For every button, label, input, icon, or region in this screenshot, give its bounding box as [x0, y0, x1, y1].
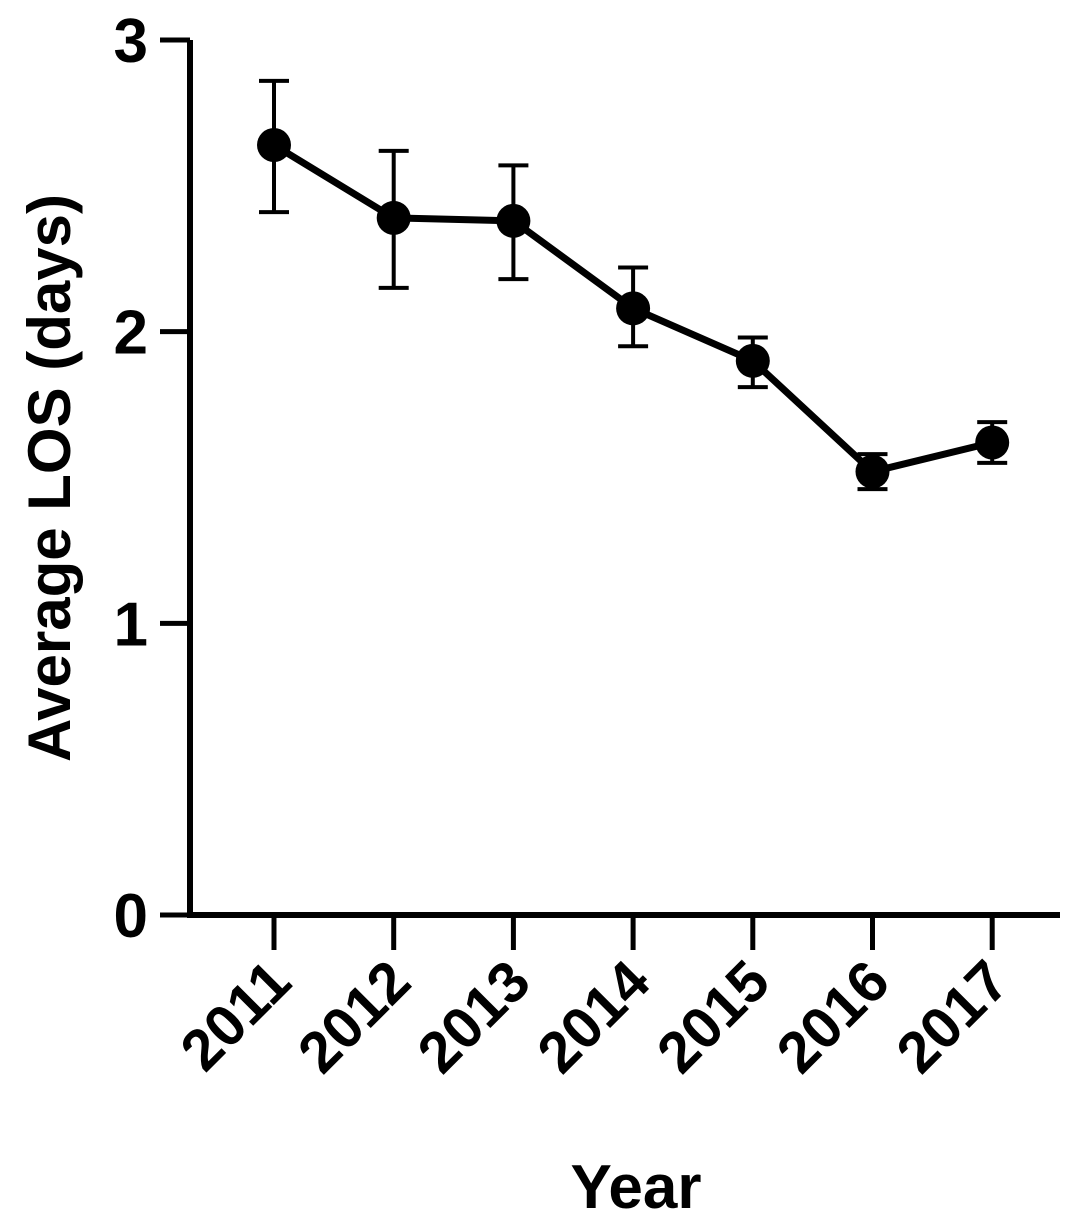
y-tick-label: 0	[114, 882, 148, 951]
chart-marks	[257, 78, 1010, 492]
data-point	[616, 291, 651, 326]
y-tick-label: 3	[114, 7, 148, 76]
y-tick-label: 1	[114, 590, 148, 659]
data-point	[735, 343, 770, 378]
data-point	[376, 200, 411, 235]
y-axis-ticks: 0 1 2 3	[114, 7, 190, 951]
x-axis-title: Year	[570, 1153, 701, 1222]
y-tick-label: 2	[114, 299, 148, 368]
data-point	[257, 128, 291, 162]
x-tick-label: 2015	[645, 948, 782, 1085]
x-tick-label: 2014	[525, 948, 662, 1085]
data-point	[855, 454, 890, 489]
y-axis-title: Average LOS (days)	[16, 194, 83, 762]
data-point	[975, 425, 1010, 460]
x-tick-label: 2012	[286, 948, 423, 1085]
x-tick-label: 2016	[764, 948, 901, 1085]
x-tick-label: 2011	[168, 948, 303, 1083]
data-point	[496, 203, 531, 238]
x-tick-label: 2017	[884, 948, 1021, 1085]
x-tick-label: 2013	[405, 948, 542, 1085]
